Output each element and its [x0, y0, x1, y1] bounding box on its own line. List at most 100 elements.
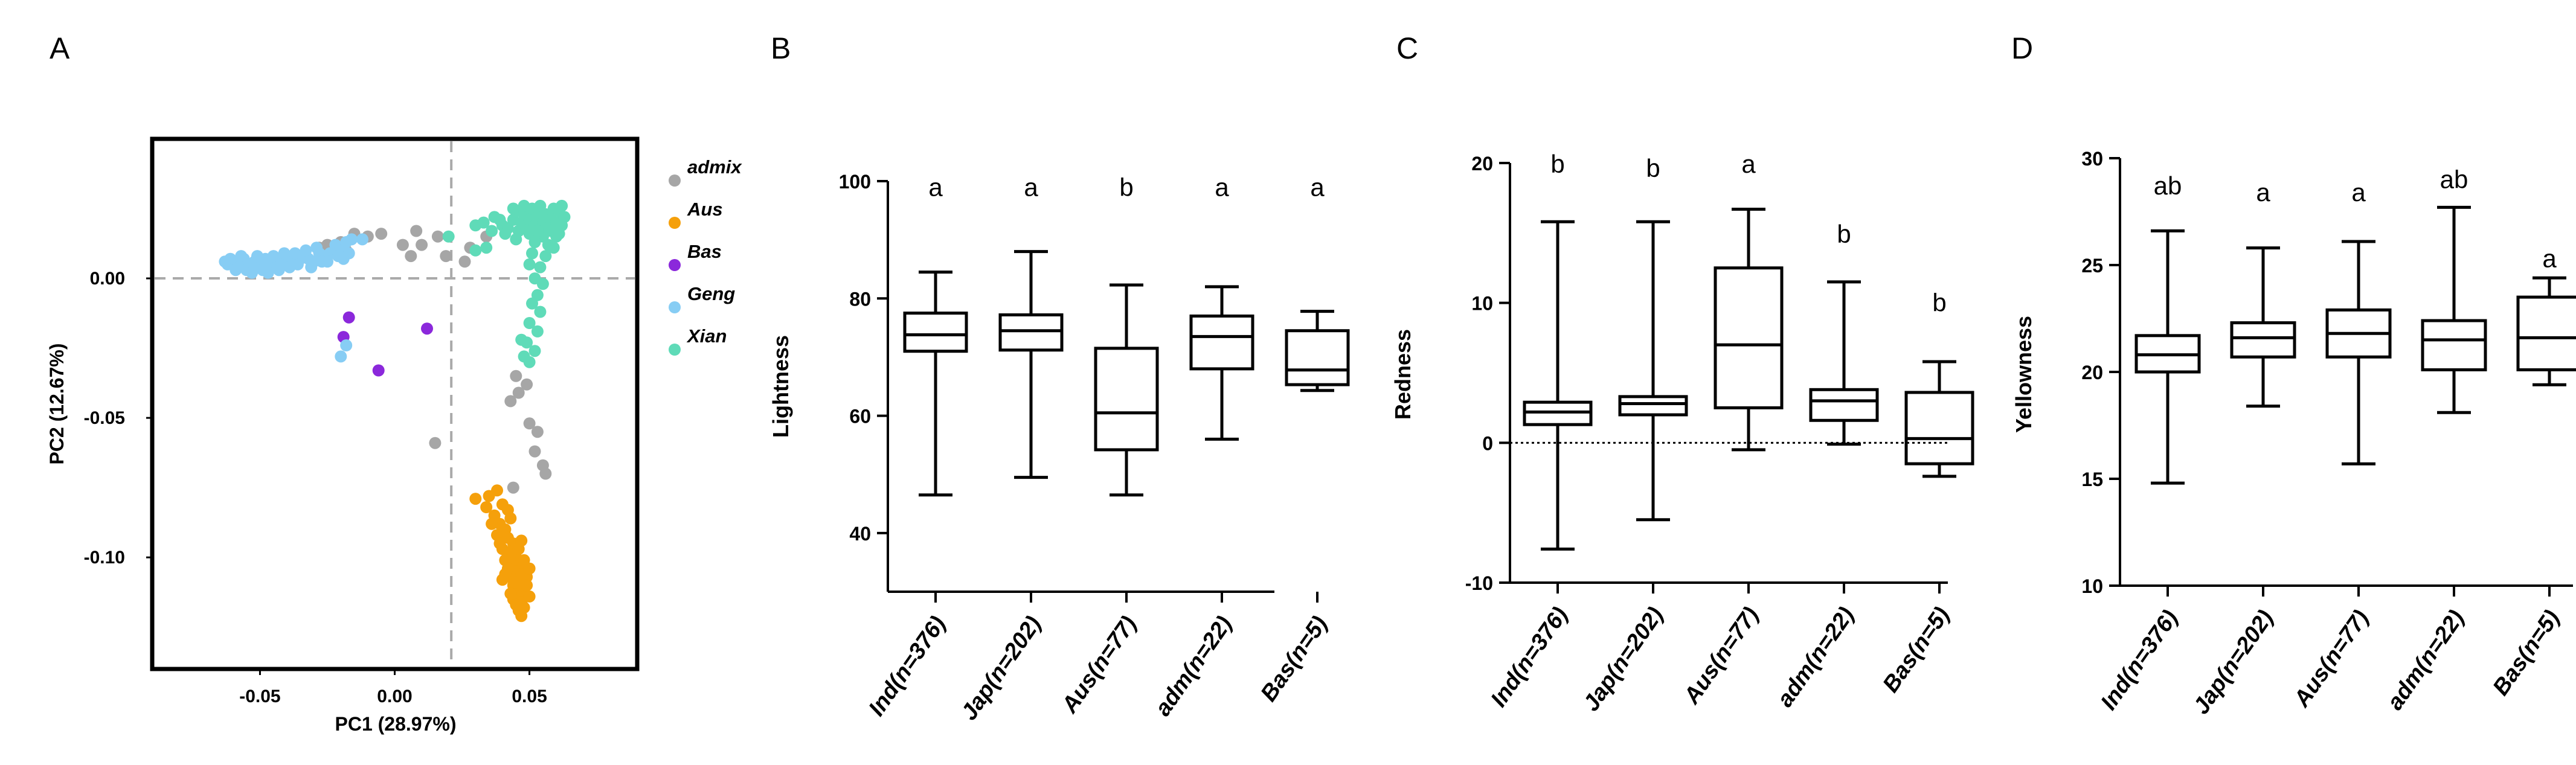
pca-y-axis-title: PC2 (12.67%) — [46, 344, 68, 465]
pca-point-xian — [486, 225, 498, 237]
pca-ticks: -0.05 0.00 0.05 0.00 -0.05 -0.10 — [84, 269, 547, 706]
redness-category-labels: Ind(n=376) Jap(n=202) Aus(n=77) adm(n=22) Ba… — [1486, 603, 1954, 716]
c-sig-letter: b — [1932, 289, 1946, 317]
pca-point-geng — [340, 339, 353, 351]
b-y-tick-label: 40 — [849, 523, 871, 545]
c-box-3 — [1809, 280, 1879, 446]
c-box-4 — [1904, 360, 1974, 478]
yellowness-category-labels: Ind(n=376) Jap(n=202) Aus(n=77) adm(n=22) Ba… — [2096, 606, 2565, 719]
iqr-box — [1094, 347, 1159, 452]
d-category-label: Ind(n=376) — [2096, 606, 2183, 715]
iqr-box — [2516, 295, 2576, 371]
pca-point-aus — [504, 512, 517, 525]
legend-marker-admix — [669, 174, 681, 187]
redness-significance-letters: b b a b b — [1550, 150, 1946, 316]
panel-letter-b: B — [771, 31, 791, 65]
lightness-y-axis-title: Lightness — [768, 335, 793, 438]
lightness-boxes — [903, 250, 1350, 497]
c-sig-letter: a — [1741, 150, 1756, 178]
iqr-box — [2230, 321, 2296, 359]
pca-point-bas — [421, 322, 433, 335]
pca-point-aus — [491, 484, 503, 497]
pca-point-geng — [300, 244, 312, 257]
pca-point-admix — [531, 426, 544, 438]
pca-point-xian — [528, 236, 541, 248]
pca-point-geng — [246, 266, 259, 279]
pca-point-xian — [510, 233, 522, 246]
d-y-tick-label: 15 — [2081, 469, 2103, 490]
b-y-tick-label: 80 — [849, 288, 871, 310]
c-y-tick-label: -10 — [1465, 572, 1493, 594]
b-category-label: Ind(n=376) — [864, 612, 951, 721]
c-y-tick-label: 10 — [1471, 293, 1493, 315]
iqr-box — [1809, 388, 1879, 422]
d-box-4 — [2516, 276, 2576, 386]
pca-point-geng — [356, 233, 368, 246]
pca-point-geng — [272, 264, 285, 277]
pca-point-bas — [342, 311, 355, 324]
pca-y-tick-label: 0.00 — [90, 269, 125, 289]
pca-point-xian — [523, 317, 536, 329]
pca-point-aus — [486, 517, 498, 530]
pca-point-geng — [321, 255, 333, 268]
pca-reference-lines — [155, 141, 635, 667]
pca-point-aus — [515, 610, 528, 623]
pca-point-bas — [372, 364, 385, 377]
pca-point-xian — [553, 228, 565, 240]
pca-point-xian — [469, 244, 482, 257]
pca-point-geng — [262, 266, 274, 279]
pca-point-xian — [518, 199, 530, 212]
pca-point-admix — [504, 395, 517, 408]
b-sig-letter: a — [928, 173, 943, 201]
d-sig-letter: ab — [2154, 171, 2182, 200]
pca-point-aus — [523, 590, 536, 603]
pca-point-admix — [440, 250, 452, 263]
b-box-3 — [1189, 285, 1254, 441]
legend-marker-geng — [669, 301, 681, 313]
c-y-tick-label: 0 — [1482, 432, 1493, 454]
legend-label-admix: admix — [687, 156, 742, 178]
c-category-label: Aus(n=77) — [1678, 603, 1764, 709]
d-box-2 — [2325, 240, 2392, 466]
b-category-label: Bas(n=5) — [1256, 612, 1332, 706]
c-box-0 — [1523, 220, 1593, 551]
lightness-boxplot: 40 60 80 100 a a b a a Ind(n=376) Jap(n=202) Aus(… — [768, 171, 1350, 725]
pca-point-admix — [405, 250, 417, 263]
pca-point-xian — [539, 250, 552, 263]
pca-point-xian — [515, 333, 528, 346]
pca-x-tick-label: 0.05 — [512, 687, 547, 706]
c-category-label: Jap(n=202) — [1578, 603, 1668, 716]
d-sig-letter: a — [2351, 178, 2366, 206]
pca-point-xian — [442, 230, 455, 243]
legend-label-geng: Geng — [687, 283, 735, 304]
pca-point-admix — [528, 445, 541, 458]
c-box-2 — [1714, 207, 1784, 452]
b-sig-letter: a — [1024, 173, 1038, 201]
pca-x-axis-title: PC1 (28.97%) — [335, 713, 457, 735]
pca-point-xian — [547, 242, 560, 254]
b-box-2 — [1094, 283, 1159, 497]
pca-x-tick-label: -0.05 — [239, 687, 280, 706]
c-category-label: Bas(n=5) — [1878, 603, 1954, 697]
iqr-box — [903, 312, 968, 353]
iqr-box — [1714, 266, 1784, 409]
b-sig-letter: a — [1215, 173, 1229, 201]
redness-boxes — [1523, 207, 1974, 551]
pca-point-geng — [342, 247, 355, 260]
d-sig-letter: a — [2256, 178, 2270, 206]
c-sig-letter: b — [1646, 154, 1660, 182]
b-category-label: Aus(n=77) — [1056, 612, 1142, 718]
legend-marker-bas — [669, 259, 681, 271]
pca-x-tick-label: 0.00 — [377, 687, 412, 706]
c-box-1 — [1618, 220, 1688, 522]
pca-point-aus — [515, 534, 528, 547]
d-y-tick-label: 25 — [2081, 255, 2103, 277]
b-box-1 — [998, 250, 1064, 479]
pca-point-xian — [523, 258, 536, 270]
panel-letter-a: A — [50, 31, 70, 65]
pca-y-tick-label: -0.05 — [84, 408, 125, 428]
pca-point-xian — [526, 297, 538, 310]
pca-point-admix — [512, 386, 525, 399]
b-category-label: adm(n=22) — [1150, 612, 1237, 721]
pca-point-xian — [536, 278, 549, 290]
